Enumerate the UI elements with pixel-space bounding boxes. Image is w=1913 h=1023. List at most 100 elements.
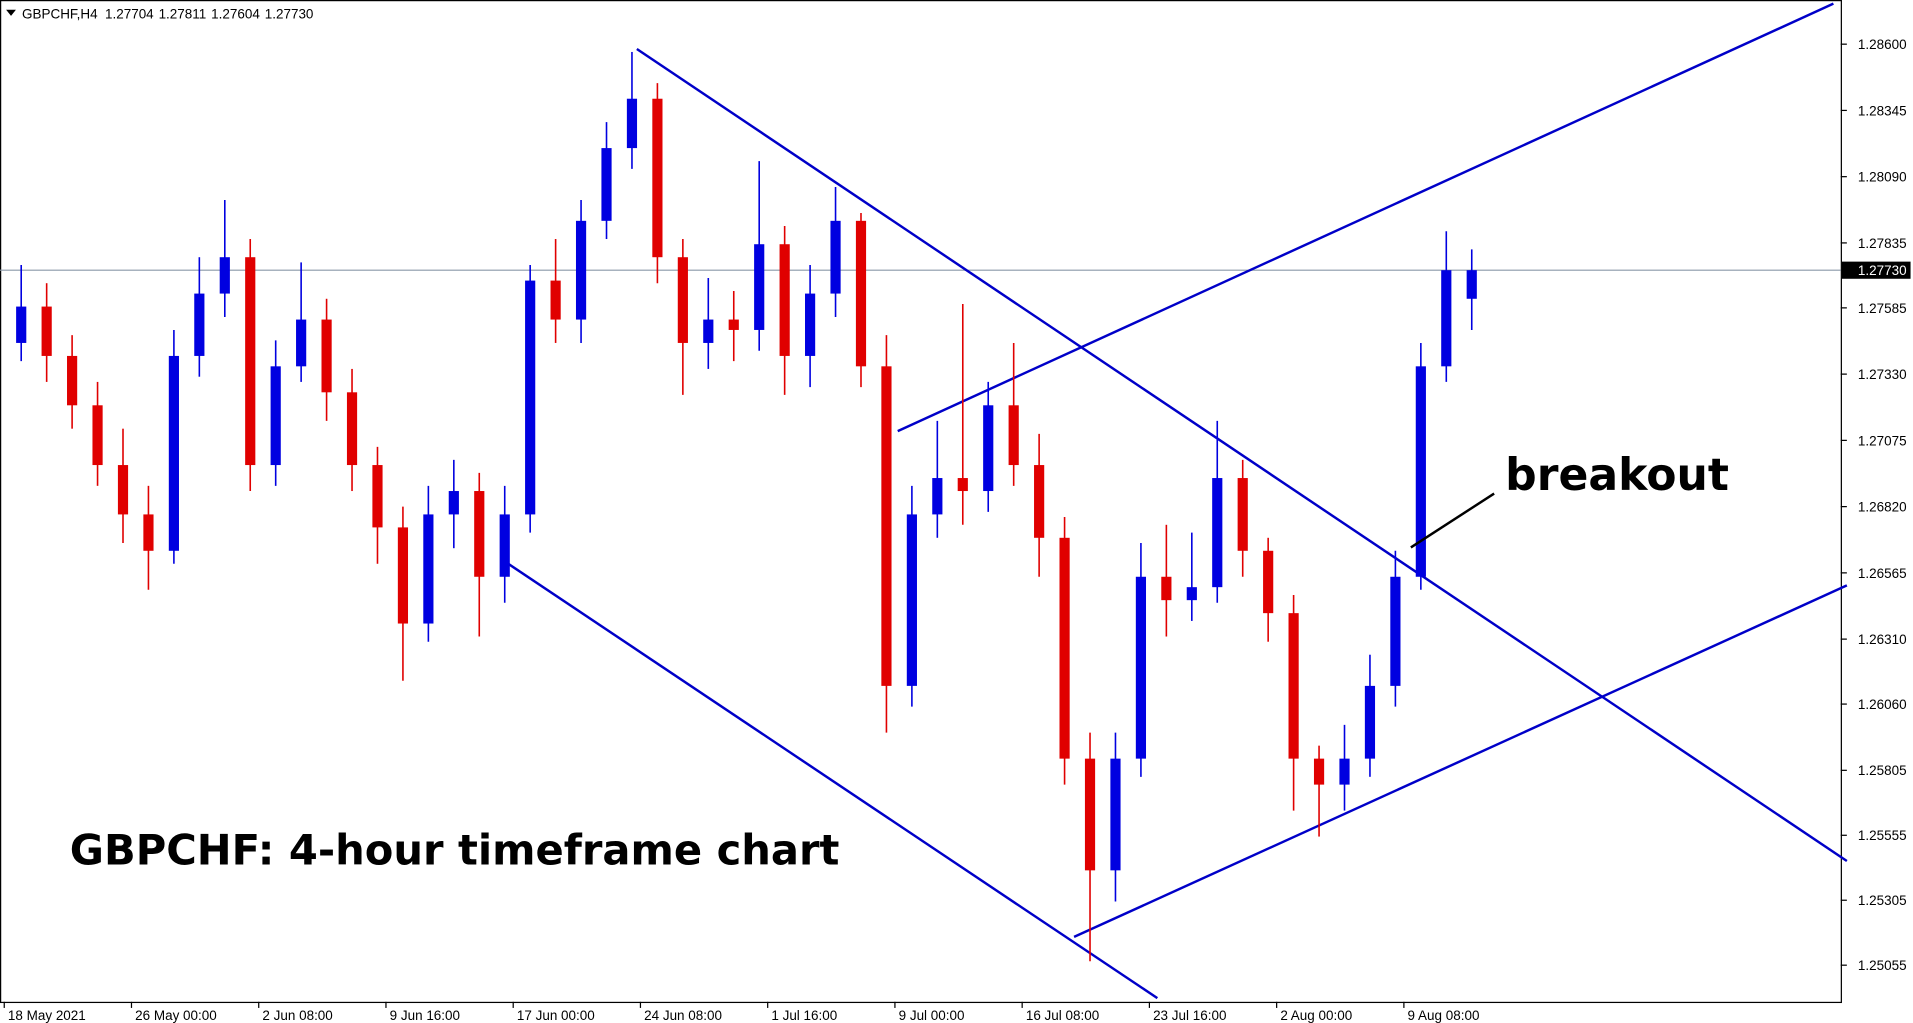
- candle-body: [168, 355, 179, 551]
- candle-body: [779, 244, 790, 356]
- plot-frame: [0, 0, 1842, 1004]
- candle-body: [1110, 758, 1121, 871]
- trendline: [897, 2, 1834, 433]
- candles: [16, 51, 1477, 962]
- y-tick-label: 1.25305: [1858, 893, 1907, 908]
- candle-body: [703, 319, 714, 343]
- x-tick-label: 2 Jun 08:00: [262, 1008, 332, 1023]
- y-tick-label: 1.26820: [1858, 500, 1907, 515]
- candle-body: [16, 306, 27, 343]
- candle-body: [423, 514, 434, 624]
- x-tick-label: 2 Aug 00:00: [1280, 1008, 1352, 1023]
- candle-body: [957, 478, 968, 492]
- candle-body: [1186, 587, 1197, 601]
- y-tick-label: 1.27075: [1858, 433, 1907, 448]
- y-tick-label: 1.25055: [1858, 958, 1907, 973]
- chart-title: GBPCHF: 4-hour timeframe chart: [70, 826, 840, 875]
- trendline: [501, 558, 1159, 1000]
- x-tick-label: 18 May 2021: [8, 1008, 86, 1023]
- x-tick-label: 1 Jul 16:00: [771, 1008, 837, 1023]
- candle-body: [728, 319, 739, 330]
- candle-body: [499, 514, 510, 577]
- candle-body: [830, 220, 841, 294]
- candle-body: [1161, 576, 1172, 601]
- candle-body: [1441, 270, 1452, 367]
- candle-body: [677, 257, 688, 343]
- candle-body: [194, 293, 205, 356]
- candle-body: [219, 257, 230, 294]
- y-tick-label: 1.25805: [1858, 763, 1907, 778]
- candle-body: [1237, 478, 1248, 551]
- candle-body: [626, 98, 638, 149]
- header-close: 1.27730: [265, 6, 314, 21]
- candle-body: [1364, 685, 1376, 759]
- candle-body: [932, 478, 943, 515]
- y-tick-label: 1.25555: [1858, 828, 1907, 843]
- y-tick-label: 1.26565: [1858, 566, 1907, 581]
- candle-body: [41, 306, 52, 356]
- x-tick-label: 23 Jul 16:00: [1153, 1008, 1226, 1023]
- x-tick-label: 26 May 00:00: [135, 1008, 217, 1023]
- x-tick-label: 24 Jun 08:00: [644, 1008, 722, 1023]
- menu-triangle[interactable]: [6, 9, 16, 16]
- price-label: 1.27730: [1858, 263, 1907, 278]
- trendline: [1073, 584, 1848, 939]
- x-tick-label: 9 Jun 16:00: [390, 1008, 460, 1023]
- candle-body: [92, 405, 103, 466]
- annotation: breakout: [1505, 450, 1729, 501]
- candle-body: [1339, 758, 1350, 785]
- y-tick-label: 1.26060: [1858, 697, 1907, 712]
- candle-body: [321, 319, 332, 393]
- candle-body: [1034, 465, 1045, 538]
- candle-body: [296, 319, 307, 367]
- candle-body: [550, 280, 561, 320]
- y-tick-label: 1.28090: [1858, 170, 1907, 185]
- y-tick-label: 1.27585: [1858, 301, 1907, 316]
- candle-body: [1263, 550, 1274, 614]
- candle-body: [117, 465, 129, 515]
- candle-body: [575, 220, 587, 320]
- candle-body: [346, 392, 358, 466]
- candle-body: [143, 514, 154, 551]
- candle-body: [754, 244, 765, 330]
- price-label-box: [1841, 261, 1911, 279]
- candle-body: [1008, 405, 1019, 466]
- candle-body: [983, 405, 994, 492]
- candle-body: [1135, 576, 1147, 759]
- candle-body: [1212, 478, 1223, 588]
- header-open: 1.27704: [105, 6, 154, 21]
- trendlines: [501, 2, 1848, 1000]
- candle-body: [906, 514, 917, 686]
- candle-body: [1313, 758, 1325, 785]
- candle-body: [67, 355, 78, 406]
- trendline: [636, 47, 1848, 862]
- candle-body: [1059, 537, 1070, 759]
- y-tick-label: 1.27330: [1858, 367, 1907, 382]
- candle-body: [881, 366, 892, 686]
- candle-body: [245, 257, 256, 466]
- x-tick-label: 16 Jul 08:00: [1026, 1008, 1099, 1023]
- candle-body: [397, 527, 409, 624]
- candle-body: [525, 280, 536, 515]
- x-tick-label: 17 Jun 00:00: [517, 1008, 595, 1023]
- header-low: 1.27604: [211, 6, 260, 21]
- candle-body: [474, 491, 485, 577]
- y-tick-label: 1.28345: [1858, 103, 1907, 118]
- x-tick-label: 9 Aug 08:00: [1408, 1008, 1480, 1023]
- candle-body: [1466, 270, 1477, 299]
- annotation-pointer: [1410, 492, 1495, 549]
- y-tick-label: 1.27835: [1858, 236, 1907, 251]
- header: GBPCHF,H4 1.27704 1.27811 1.27604 1.27730: [22, 6, 313, 21]
- y-tick-label: 1.28600: [1858, 37, 1907, 52]
- candle-body: [1415, 366, 1426, 577]
- y-tick-label: 1.26310: [1858, 632, 1907, 647]
- candle-body: [855, 220, 867, 367]
- candle-body: [1084, 758, 1096, 871]
- candle-body: [448, 491, 459, 515]
- x-tick-label: 9 Jul 00:00: [899, 1008, 965, 1023]
- candle-body: [652, 98, 663, 258]
